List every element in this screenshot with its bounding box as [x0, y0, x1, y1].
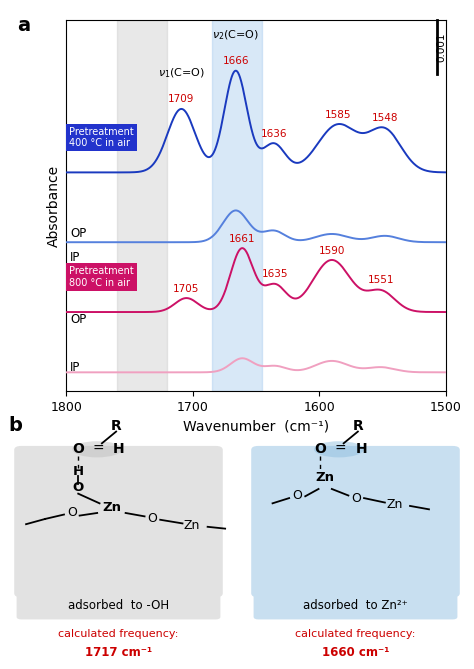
FancyBboxPatch shape [254, 592, 457, 619]
Text: adsorbed  to Zn²⁺: adsorbed to Zn²⁺ [303, 599, 408, 612]
Text: 1709: 1709 [168, 94, 194, 104]
Text: R: R [353, 419, 363, 434]
Text: Zn: Zn [315, 471, 334, 484]
Text: H: H [113, 442, 124, 456]
Text: Zn: Zn [386, 498, 402, 511]
Text: Pretreatment
400 °C in air: Pretreatment 400 °C in air [69, 126, 134, 149]
Text: IP: IP [70, 361, 81, 373]
Text: $\nu_2$(C=O): $\nu_2$(C=O) [212, 29, 259, 42]
Text: H: H [356, 442, 367, 456]
Text: O: O [352, 492, 361, 504]
Text: 1666: 1666 [222, 56, 249, 66]
Text: 1635: 1635 [262, 270, 288, 280]
Text: calculated frequency:: calculated frequency: [58, 629, 179, 639]
X-axis label: Wavenumber  (cm⁻¹): Wavenumber (cm⁻¹) [183, 419, 329, 434]
Text: 1590: 1590 [319, 246, 345, 256]
Text: Pretreatment
800 °C in air: Pretreatment 800 °C in air [69, 266, 134, 288]
Ellipse shape [72, 442, 122, 458]
Text: calculated frequency:: calculated frequency: [295, 629, 416, 639]
Y-axis label: Absorbance: Absorbance [47, 165, 61, 247]
Text: O: O [67, 506, 77, 519]
Text: O: O [314, 442, 326, 456]
FancyBboxPatch shape [17, 592, 220, 619]
Text: 1660 cm⁻¹: 1660 cm⁻¹ [322, 646, 389, 658]
Text: a: a [17, 16, 30, 35]
Text: 1636: 1636 [260, 128, 287, 138]
Text: R: R [111, 419, 121, 434]
FancyBboxPatch shape [14, 446, 223, 597]
Bar [117, 20, 167, 391]
Text: 1705: 1705 [173, 284, 200, 294]
Text: 1551: 1551 [368, 276, 394, 286]
Text: O: O [72, 442, 84, 456]
Text: =: = [335, 442, 346, 456]
Text: 1548: 1548 [372, 114, 398, 123]
Text: H: H [73, 465, 84, 478]
Text: O: O [148, 512, 157, 525]
Text: OP: OP [70, 313, 86, 326]
Bar [212, 20, 262, 391]
Text: 0.001: 0.001 [437, 32, 447, 62]
Text: O: O [73, 481, 84, 494]
Text: 1661: 1661 [229, 233, 255, 244]
Text: O: O [293, 489, 302, 502]
Ellipse shape [314, 442, 364, 458]
Text: adsorbed  to -OH: adsorbed to -OH [68, 599, 169, 612]
Text: Zn: Zn [184, 519, 200, 532]
Text: 1585: 1585 [325, 110, 351, 120]
Text: Zn: Zn [102, 501, 121, 514]
Text: IP: IP [70, 252, 81, 264]
Text: $\nu_1$(C=O): $\nu_1$(C=O) [158, 67, 205, 80]
Text: =: = [93, 442, 104, 456]
Text: b: b [9, 416, 22, 435]
Text: 1717 cm⁻¹: 1717 cm⁻¹ [85, 646, 152, 658]
FancyBboxPatch shape [251, 446, 460, 597]
Text: OP: OP [70, 227, 86, 240]
